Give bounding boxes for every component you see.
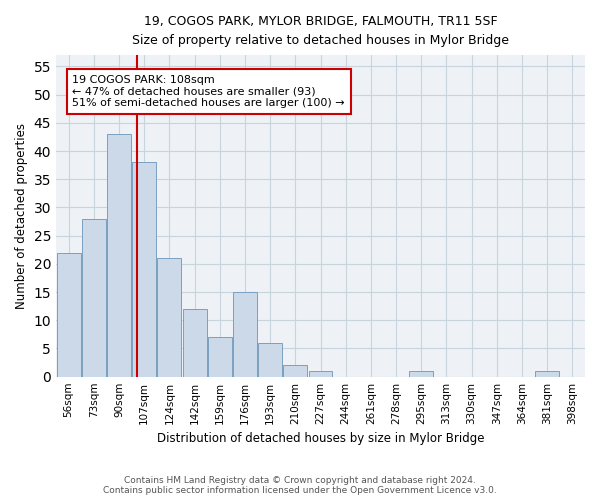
Bar — [82, 218, 106, 376]
Bar — [535, 371, 559, 376]
Bar — [56, 252, 80, 376]
Bar — [182, 309, 206, 376]
Bar — [258, 343, 282, 376]
Bar — [208, 337, 232, 376]
Bar — [107, 134, 131, 376]
Text: Contains HM Land Registry data © Crown copyright and database right 2024.
Contai: Contains HM Land Registry data © Crown c… — [103, 476, 497, 495]
Bar — [283, 366, 307, 376]
Bar — [233, 292, 257, 376]
Bar — [409, 371, 433, 376]
Y-axis label: Number of detached properties: Number of detached properties — [15, 123, 28, 309]
Text: 19 COGOS PARK: 108sqm
← 47% of detached houses are smaller (93)
51% of semi-deta: 19 COGOS PARK: 108sqm ← 47% of detached … — [73, 75, 345, 108]
Bar — [157, 258, 181, 376]
Bar — [308, 371, 332, 376]
Title: 19, COGOS PARK, MYLOR BRIDGE, FALMOUTH, TR11 5SF
Size of property relative to de: 19, COGOS PARK, MYLOR BRIDGE, FALMOUTH, … — [132, 15, 509, 47]
Bar — [132, 162, 156, 376]
X-axis label: Distribution of detached houses by size in Mylor Bridge: Distribution of detached houses by size … — [157, 432, 484, 445]
